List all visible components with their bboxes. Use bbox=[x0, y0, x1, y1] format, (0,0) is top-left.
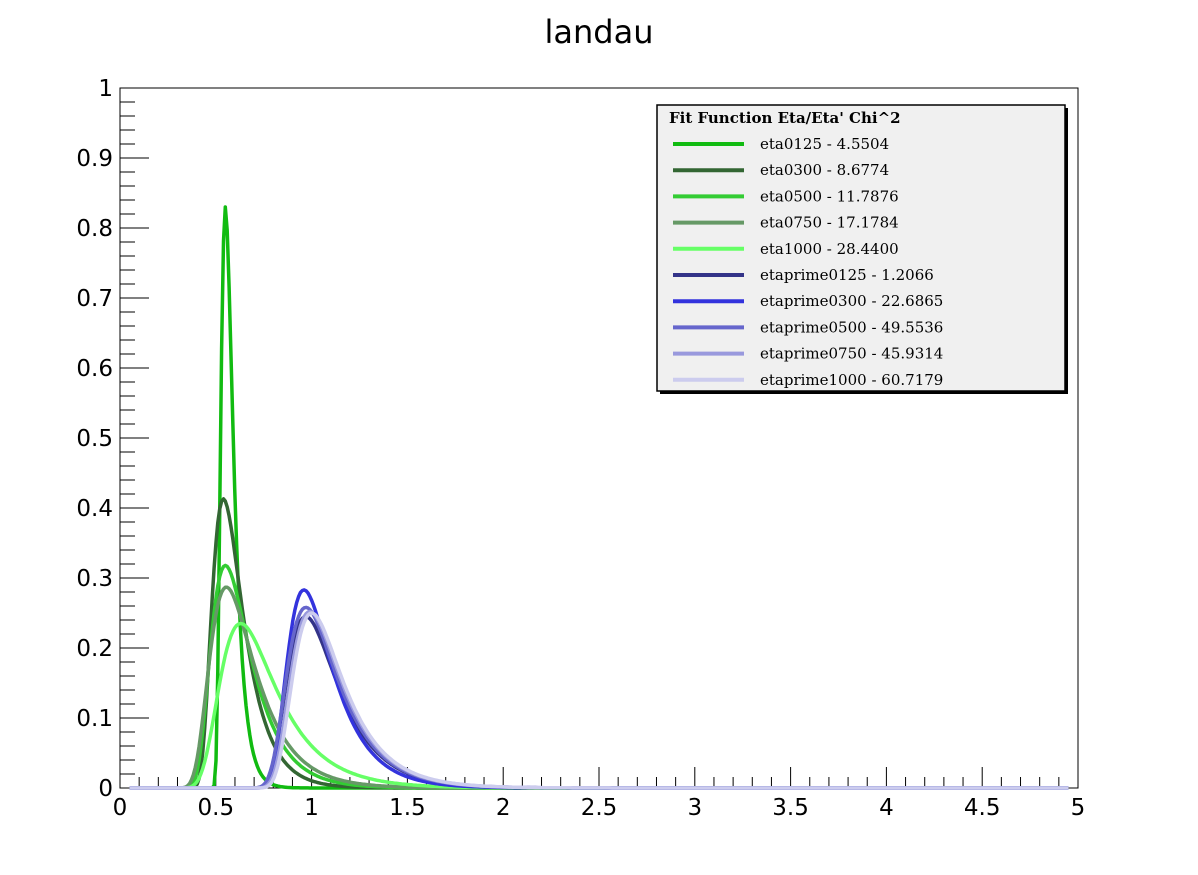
legend-label-9: etaprime1000 - 60.7179 bbox=[760, 371, 943, 389]
chart-title: landau bbox=[545, 13, 654, 51]
y-tick-label: 0.9 bbox=[76, 146, 113, 172]
x-tick-label: 0.5 bbox=[198, 795, 235, 821]
legend-entries: eta0125 - 4.5504 eta0300 - 8.6774 eta0500 … bbox=[673, 135, 943, 389]
legend-label-5: etaprime0125 - 1.2066 bbox=[760, 266, 934, 284]
x-tick-label: 1 bbox=[304, 795, 319, 821]
y-axis: 0 0.1 0.2 0.3 0.4 0.5 0.6 0.7 0.8 0.9 1 bbox=[76, 76, 149, 802]
y-tick-label: 0.7 bbox=[76, 286, 113, 312]
y-tick-label: 0.2 bbox=[76, 636, 113, 662]
legend-label-7: etaprime0500 - 49.5536 bbox=[760, 318, 943, 336]
x-tick-label: 3.5 bbox=[772, 795, 809, 821]
legend-label-2: eta0500 - 11.7876 bbox=[760, 187, 899, 205]
legend-label-8: etaprime0750 - 45.9314 bbox=[760, 345, 943, 363]
x-tick-label: 4 bbox=[879, 795, 894, 821]
x-tick-label: 2 bbox=[496, 795, 511, 821]
x-tick-label: 2.5 bbox=[581, 795, 618, 821]
y-tick-label: 1 bbox=[98, 76, 113, 102]
x-axis: 0 0.5 1 1.5 2 2.5 3 3.5 4 4.5 5 bbox=[113, 767, 1086, 821]
x-tick-label: 4.5 bbox=[964, 795, 1001, 821]
legend-label-0: eta0125 - 4.5504 bbox=[760, 135, 889, 153]
y-tick-label: 0.5 bbox=[76, 426, 113, 452]
x-tick-label: 0 bbox=[113, 795, 128, 821]
legend-label-1: eta0300 - 8.6774 bbox=[760, 161, 889, 179]
x-tick-label: 5 bbox=[1071, 795, 1086, 821]
x-tick-label: 3 bbox=[687, 795, 702, 821]
y-tick-label: 0.8 bbox=[76, 216, 113, 242]
legend-label-6: etaprime0300 - 22.6865 bbox=[760, 292, 943, 310]
y-tick-label: 0.1 bbox=[76, 706, 113, 732]
y-tick-label: 0 bbox=[98, 776, 113, 802]
y-tick-label: 0.4 bbox=[76, 496, 113, 522]
legend-header: Fit Function Eta/Eta' Chi^2 bbox=[669, 109, 901, 127]
series-lines bbox=[129, 205, 1069, 790]
legend: Fit Function Eta/Eta' Chi^2 eta0125 - 4.… bbox=[656, 104, 1068, 394]
y-tick-label: 0.3 bbox=[76, 566, 113, 592]
y-tick-label: 0.6 bbox=[76, 356, 113, 382]
legend-label-3: eta0750 - 17.1784 bbox=[760, 214, 899, 232]
legend-label-4: eta1000 - 28.4400 bbox=[760, 240, 899, 258]
series-line-9 bbox=[129, 611, 1069, 790]
x-tick-label: 1.5 bbox=[389, 795, 426, 821]
